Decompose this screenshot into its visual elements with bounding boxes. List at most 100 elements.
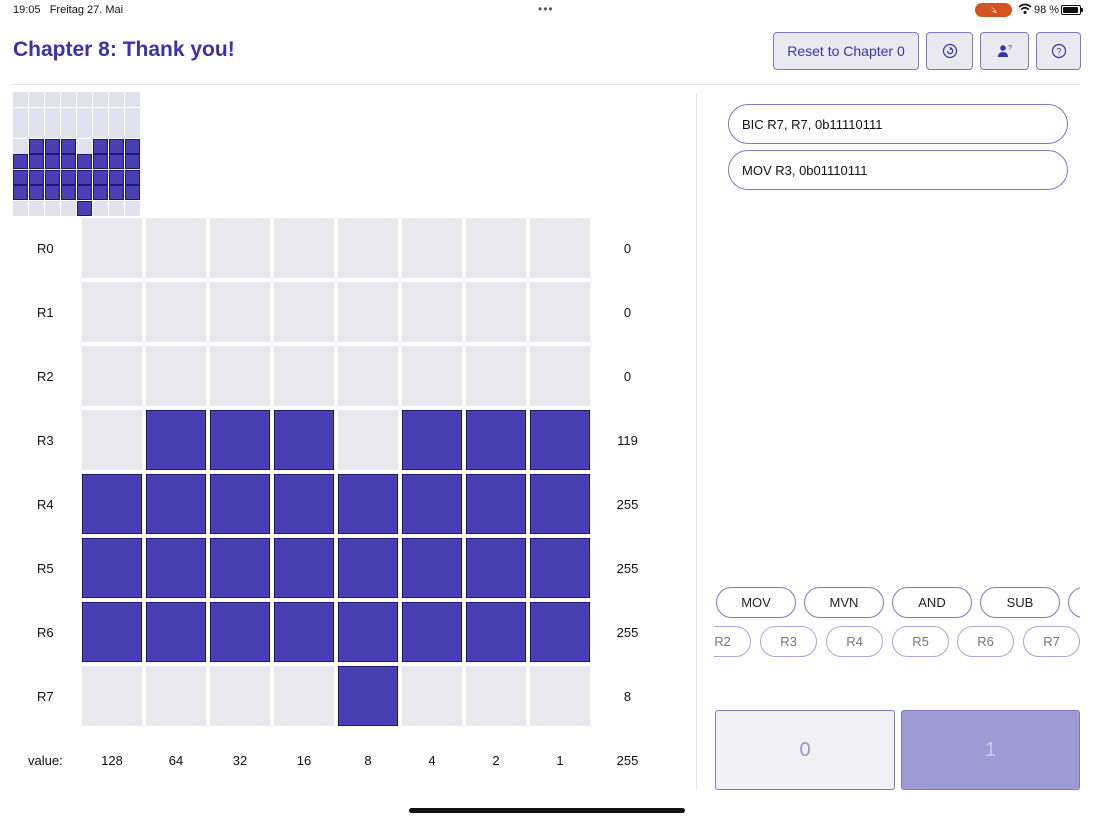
bit-cell[interactable] — [402, 602, 462, 662]
bit-cell[interactable] — [530, 410, 590, 470]
bit-cell[interactable] — [402, 410, 462, 470]
bit-cell[interactable] — [338, 282, 398, 342]
bit-cell[interactable] — [466, 346, 526, 406]
bit-cell[interactable] — [210, 282, 270, 342]
bit-cell[interactable] — [82, 602, 142, 662]
register-chip-r7[interactable]: R7 — [1023, 626, 1080, 657]
bit-cell[interactable] — [530, 474, 590, 534]
bit-cell[interactable] — [402, 474, 462, 534]
opcode-sub[interactable]: SUB — [980, 587, 1060, 618]
bit-cell[interactable] — [82, 474, 142, 534]
bit-cell[interactable] — [274, 410, 334, 470]
preview-pixel — [77, 169, 92, 185]
bit-cell[interactable] — [338, 602, 398, 662]
bit-cell[interactable] — [466, 474, 526, 534]
bit-cell[interactable] — [338, 410, 398, 470]
bit-cell[interactable] — [146, 666, 206, 726]
bit-cell[interactable] — [338, 218, 398, 278]
preview-pixel — [29, 138, 44, 154]
bit-cell[interactable] — [338, 474, 398, 534]
bit-cell[interactable] — [530, 538, 590, 598]
bit-zero-button[interactable]: 0 — [715, 710, 895, 790]
bit-cell[interactable] — [466, 410, 526, 470]
bit-cell[interactable] — [530, 218, 590, 278]
opcode-mvn[interactable]: MVN — [804, 587, 884, 618]
preview-pixel — [45, 138, 60, 154]
bit-cell[interactable] — [466, 602, 526, 662]
restart-button[interactable] — [926, 32, 973, 70]
preview-pixel — [61, 200, 76, 216]
preview-pixel — [13, 138, 28, 154]
opcode-mov[interactable]: MOV — [716, 587, 796, 618]
register-chip-r3[interactable]: R3 — [760, 626, 817, 657]
multitasking-dots[interactable]: ••• — [538, 2, 554, 16]
bit-cell[interactable] — [210, 410, 270, 470]
bit-cell[interactable] — [338, 666, 398, 726]
hint-button[interactable]: ? — [980, 32, 1029, 70]
bit-cell[interactable] — [402, 538, 462, 598]
bit-cell[interactable] — [530, 602, 590, 662]
bit-cell[interactable] — [210, 474, 270, 534]
bit-cell[interactable] — [146, 346, 206, 406]
bit-cell[interactable] — [466, 218, 526, 278]
bit-cell[interactable] — [274, 538, 334, 598]
bit-cell[interactable] — [338, 346, 398, 406]
register-chip-r4[interactable]: R4 — [826, 626, 883, 657]
bit-cell[interactable] — [146, 282, 206, 342]
bit-cell[interactable] — [402, 218, 462, 278]
instruction-item[interactable]: BIC R7, R7, 0b11110111 — [728, 104, 1068, 144]
bit-cell[interactable] — [82, 666, 142, 726]
home-indicator[interactable] — [409, 808, 685, 813]
bit-cell[interactable] — [146, 538, 206, 598]
bit-cell[interactable] — [466, 282, 526, 342]
reset-to-chapter-button[interactable]: Reset to Chapter 0 — [773, 32, 919, 70]
bit-cell[interactable] — [466, 538, 526, 598]
bit-cell[interactable] — [210, 346, 270, 406]
bit-cell[interactable] — [274, 346, 334, 406]
bit-cell[interactable] — [82, 346, 142, 406]
instruction-item[interactable]: MOV R3, 0b01110111 — [728, 150, 1068, 190]
swift-icon — [975, 3, 1012, 17]
register-chip-r6[interactable]: R6 — [957, 626, 1014, 657]
bit-cell[interactable] — [338, 538, 398, 598]
bit-cell[interactable] — [530, 346, 590, 406]
bit-cell[interactable] — [82, 538, 142, 598]
preview-pixel — [45, 169, 60, 185]
register-chip-r5[interactable]: R5 — [892, 626, 949, 657]
bit-cell[interactable] — [402, 346, 462, 406]
bit-cell[interactable] — [274, 218, 334, 278]
bit-cell[interactable] — [82, 282, 142, 342]
header-divider — [13, 84, 1080, 85]
preview-pixel — [77, 138, 92, 154]
bit-cell[interactable] — [530, 282, 590, 342]
bit-cell[interactable] — [274, 474, 334, 534]
bit-cell[interactable] — [210, 218, 270, 278]
svg-text:?: ? — [1008, 45, 1012, 52]
bit-cell[interactable] — [146, 602, 206, 662]
bit-cell[interactable] — [402, 666, 462, 726]
register-label: R1 — [37, 305, 54, 320]
bit-cell[interactable] — [210, 666, 270, 726]
help-button[interactable]: ? — [1036, 32, 1081, 70]
bit-cell[interactable] — [530, 666, 590, 726]
bit-cell[interactable] — [466, 666, 526, 726]
opcode-and[interactable]: AND — [892, 587, 972, 618]
preview-pixel — [77, 107, 92, 123]
bit-one-button[interactable]: 1 — [901, 710, 1080, 790]
preview-pixel — [77, 154, 92, 169]
bit-cell[interactable] — [210, 602, 270, 662]
bit-cell[interactable] — [274, 282, 334, 342]
preview-pixel — [125, 92, 140, 107]
opcode-next[interactable] — [1068, 587, 1080, 618]
register-value: 0 — [623, 305, 632, 320]
bit-cell[interactable] — [146, 410, 206, 470]
bit-cell[interactable] — [274, 602, 334, 662]
bit-cell[interactable] — [146, 218, 206, 278]
bit-cell[interactable] — [210, 538, 270, 598]
bit-cell[interactable] — [274, 666, 334, 726]
bit-cell[interactable] — [402, 282, 462, 342]
bit-cell[interactable] — [82, 410, 142, 470]
register-chip-r2[interactable]: R2 — [714, 626, 751, 657]
bit-cell[interactable] — [82, 218, 142, 278]
bit-cell[interactable] — [146, 474, 206, 534]
